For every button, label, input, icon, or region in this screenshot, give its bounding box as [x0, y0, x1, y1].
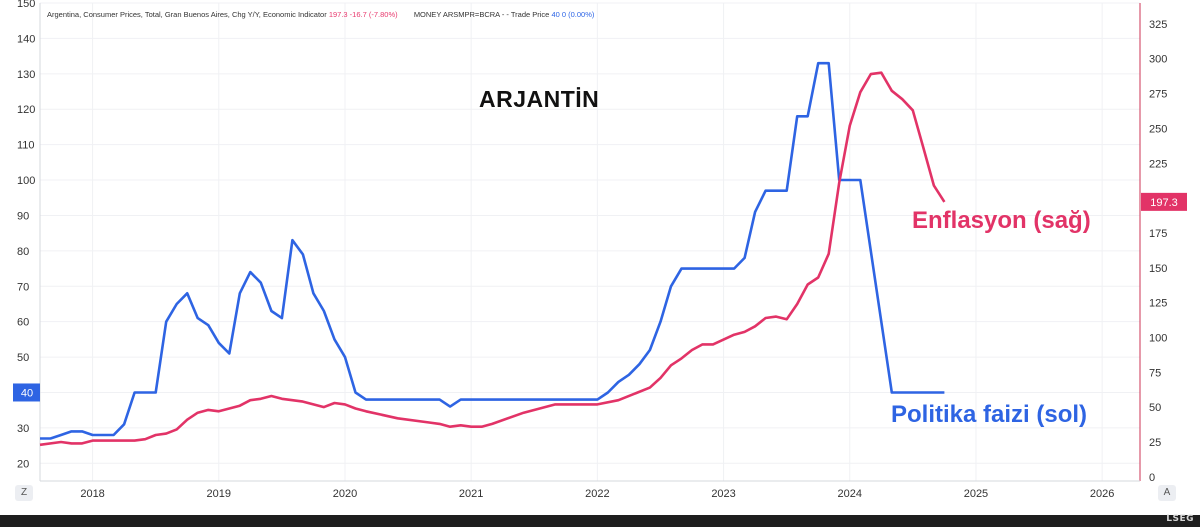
policy-rate-line: [40, 61, 945, 440]
left-axis-tick-label: 100: [17, 175, 35, 187]
x-axis-tick-label: 2022: [585, 488, 609, 500]
zoom-toggle-button[interactable]: Z: [15, 485, 33, 501]
right-axis-tick-label: 275: [1149, 89, 1167, 101]
x-axis-tick-label: 2020: [333, 488, 357, 500]
right-axis-tick-label: 75: [1149, 367, 1161, 379]
right-axis-tick-label: 0: [1149, 472, 1155, 484]
right-axis-tick-label: 125: [1149, 298, 1167, 310]
left-axis-value-badge: [13, 383, 40, 402]
x-axis-tick-label: 2023: [711, 488, 735, 500]
chart-panel: 20 30 40 50 60 70 80 90 100 110 120 130 140 150 0 25 50 7…: [0, 0, 1200, 515]
left-axis-tick-label: 120: [17, 104, 35, 116]
right-axis-tick-label: 250: [1149, 123, 1167, 135]
x-axis-tick-label: 2026: [1090, 488, 1114, 500]
left-axis-tick-label: 20: [17, 458, 29, 470]
right-axis-badge-text: 197.3: [1150, 197, 1178, 209]
right-axis-tick-label: 300: [1149, 54, 1167, 66]
left-axis-tick-label: 90: [17, 210, 29, 222]
legend-series-rate-label: MONEY ARSMPR=BCRA - - Trade Price: [413, 10, 550, 19]
inflation-annotation: Enflasyon (sağ): [912, 207, 1091, 234]
left-axis-tick-label: 70: [17, 281, 29, 293]
x-axis-tick-label: 2024: [838, 488, 862, 500]
chart-legend: Argentina, Consumer Prices, Total, Gran …: [47, 10, 594, 19]
right-axis-tick-label: 100: [1149, 332, 1167, 344]
left-axis-tick-label: 110: [17, 140, 35, 152]
auto-scale-button[interactable]: A: [1158, 485, 1176, 501]
right-axis-tick-label: 25: [1149, 437, 1161, 449]
left-axis-tick-label: 80: [17, 246, 29, 258]
left-axis-tick-label: 50: [17, 352, 29, 364]
footer-bar: [0, 515, 1200, 527]
x-axis-tick-label: 2021: [459, 488, 483, 500]
x-axis-tick-label: 2018: [80, 488, 104, 500]
left-axis-badge-text: 40: [21, 387, 33, 399]
left-axis-tick-label: 150: [17, 0, 35, 10]
x-axis-tick-label: 2019: [207, 488, 231, 500]
legend-series-rate-values: 40 0 (0.00%): [551, 10, 595, 19]
legend-series-inflation-label: Argentina, Consumer Prices, Total, Gran …: [47, 10, 327, 19]
chart-title: ARJANTİN: [479, 86, 600, 112]
chart-canvas: 20 30 40 50 60 70 80 90 100 110 120 130 140 150 0 25 50 7…: [13, 0, 1187, 500]
right-axis-tick-label: 225: [1149, 158, 1167, 170]
right-axis-tick-label: 50: [1149, 402, 1161, 414]
inflation-line: [39, 71, 946, 447]
right-axis-tick-label: 175: [1149, 228, 1167, 240]
left-axis-tick-label: 140: [17, 33, 35, 45]
lseg-logo: LSEG: [1166, 514, 1194, 524]
left-axis-tick-label: 130: [17, 69, 35, 81]
policy-rate-annotation: Politika faizi (sol): [891, 401, 1088, 428]
left-axis-tick-label: 30: [17, 423, 29, 435]
legend-series-inflation-values: 197.3 -16.7 (-7.80%): [328, 10, 398, 19]
left-axis-tick-label: 60: [17, 317, 29, 329]
right-axis-value-badge: [1141, 192, 1187, 211]
right-axis-tick-label: 150: [1149, 263, 1167, 275]
x-axis-tick-label: 2025: [964, 488, 988, 500]
right-axis-tick-label: 325: [1149, 19, 1167, 31]
